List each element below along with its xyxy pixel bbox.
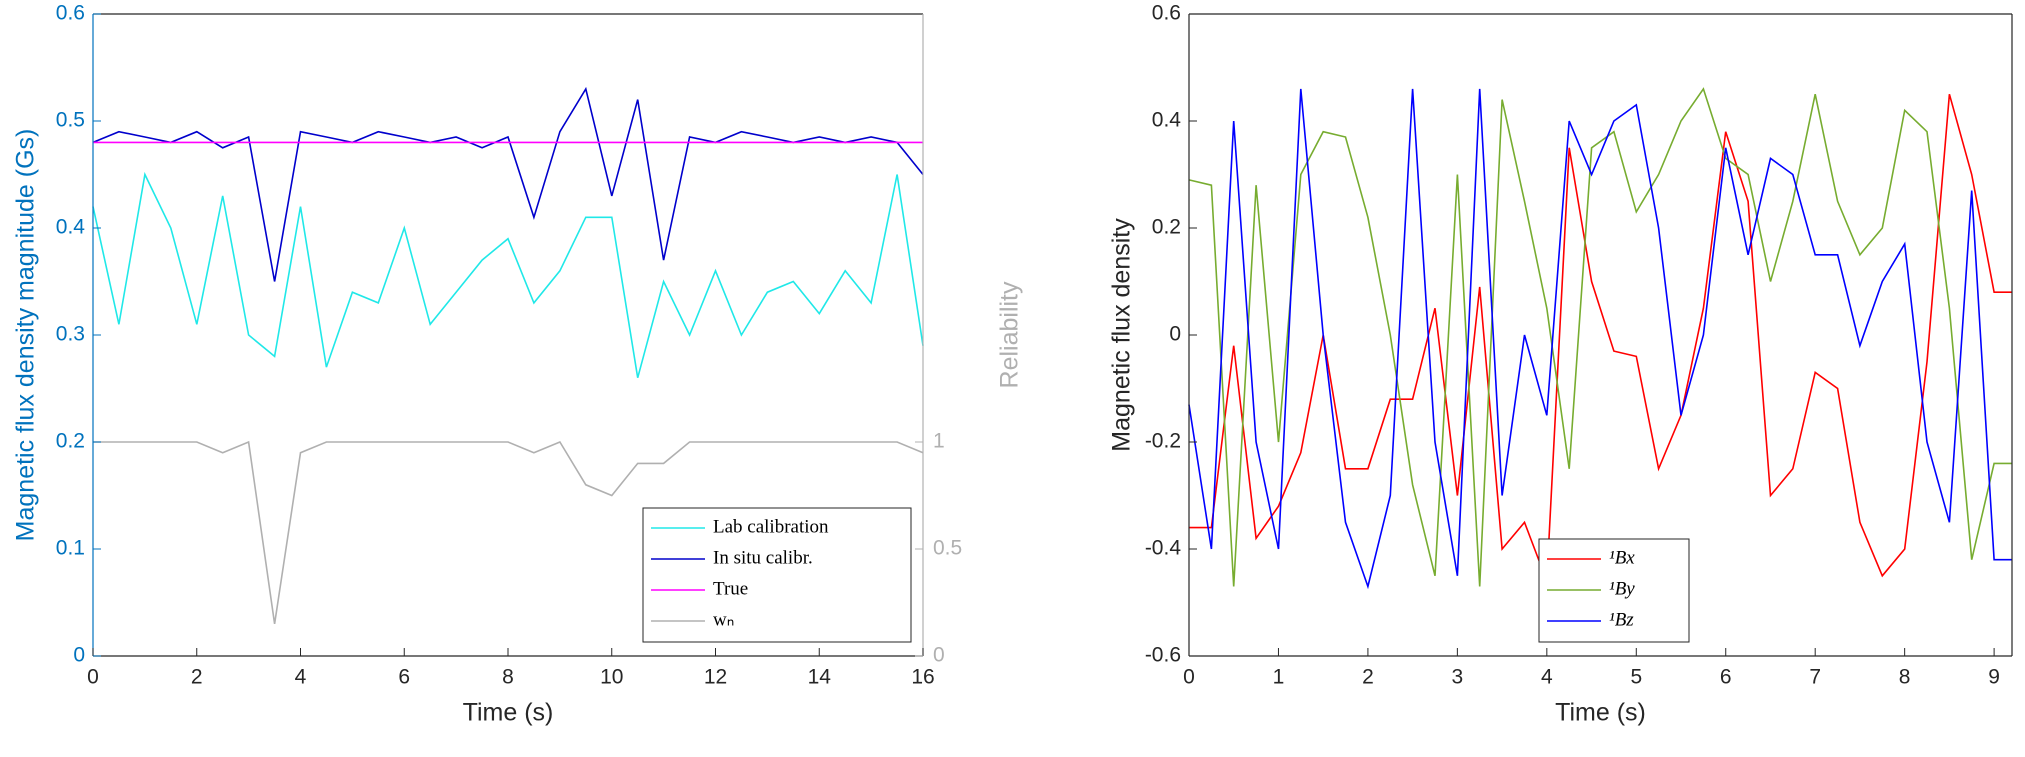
x-tick-label: 16	[911, 666, 934, 689]
x-tick-label: 6	[398, 666, 410, 689]
series-line	[92, 86, 924, 282]
y-axis-label: Magnetic flux density magnitude (Gs)	[12, 129, 40, 542]
chart: 0 2 4 6 8 10 12 14 1600.10.20.30.40.50.600.51Tim…	[12, 2, 1024, 727]
y2-tick-label: 1	[933, 430, 945, 453]
y-tick-label: 0.2	[1152, 216, 1181, 239]
x-tick-label: 4	[295, 666, 307, 689]
legend-label: ¹By	[1609, 578, 1635, 599]
x-tick-label: 8	[502, 666, 514, 689]
x-tick-label: 3	[1452, 666, 1464, 689]
series-line	[92, 171, 924, 379]
x-tick-label: 1	[1273, 666, 1285, 689]
y-tick-label: 0	[1169, 323, 1181, 346]
legend-label: Lab calibration	[713, 516, 829, 537]
y-tick-label: 0.2	[56, 430, 85, 453]
y-tick-label: 0.5	[56, 109, 85, 132]
y-tick-label: 0	[73, 644, 85, 667]
y-tick-label: -0.6	[1145, 644, 1181, 667]
legend-label: ¹Bx	[1609, 547, 1635, 568]
legend-label: wₙ	[713, 609, 734, 630]
y-tick-label: 0.3	[56, 323, 85, 346]
y-tick-label: 0.4	[56, 216, 86, 239]
y2-axis-label: Reliability	[996, 281, 1024, 388]
y-tick-label: 0.4	[1152, 109, 1182, 132]
y-tick-label: 0.6	[1152, 2, 1181, 25]
legend-label: In situ calibr.	[713, 547, 813, 568]
x-tick-label: 0	[87, 666, 99, 689]
x-tick-label: 12	[704, 666, 727, 689]
x-tick-label: 4	[1541, 666, 1553, 689]
x-tick-label: 2	[191, 666, 203, 689]
x-tick-label: 5	[1630, 666, 1642, 689]
y-tick-label: 0.1	[56, 537, 85, 560]
y-axis-label: Magnetic flux density	[1108, 218, 1136, 452]
series-line	[93, 440, 924, 625]
chart: 0 1 2 3 4 5 6 7 8 9 -0.6 -0.4 -0.2 0 0.2 0.4 0.6 Time (s)…	[1108, 2, 2013, 727]
x-tick-label: 14	[808, 666, 832, 689]
y-tick-label: -0.4	[1145, 537, 1182, 560]
y-tick-label: 0.6	[56, 2, 85, 25]
x-tick-label: 6	[1720, 666, 1732, 689]
y-tick-label: -0.2	[1145, 430, 1181, 453]
series-line	[1188, 87, 2012, 587]
series-line	[1188, 88, 2012, 590]
x-tick-label: 10	[600, 666, 623, 689]
series-line	[1189, 93, 2012, 582]
x-axis-label: Time (s)	[1555, 699, 1646, 727]
y2-tick-label: 0	[933, 644, 945, 667]
legend-label: ¹Bz	[1609, 609, 1634, 630]
x-tick-label: 2	[1362, 666, 1374, 689]
x-tick-label: 0	[1183, 666, 1195, 689]
x-tick-label: 8	[1899, 666, 1911, 689]
x-axis-label: Time (s)	[463, 699, 554, 727]
legend-label: True	[713, 578, 748, 599]
y2-tick-label: 0.5	[933, 537, 962, 560]
legend-box	[642, 507, 912, 643]
x-tick-label: 9	[1988, 666, 2000, 689]
x-tick-label: 7	[1809, 666, 1821, 689]
